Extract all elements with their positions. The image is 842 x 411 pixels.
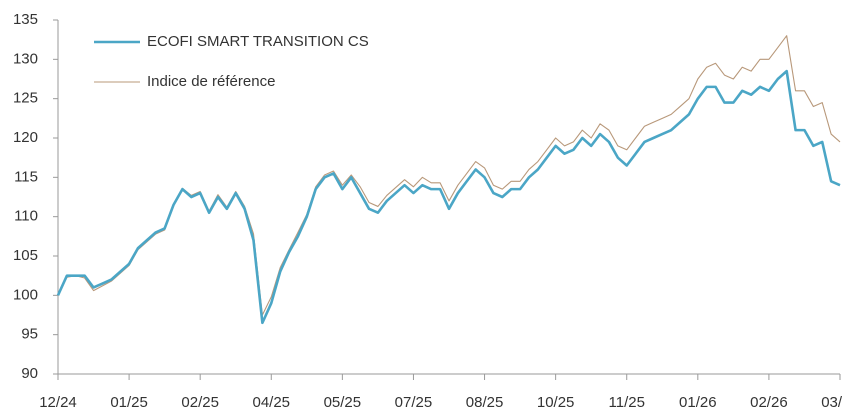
y-tick-label: 105 <box>13 247 38 264</box>
x-tick-label: 02/26 <box>750 394 788 411</box>
y-tick-label: 125 <box>13 90 38 107</box>
y-tick-label: 115 <box>14 168 38 185</box>
x-tick-label: 10/25 <box>537 394 575 411</box>
x-tick-label: 03/26 <box>821 394 842 411</box>
y-tick-label: 90 <box>21 365 38 382</box>
x-tick-label: 05/25 <box>324 394 362 411</box>
legend-label: Indice de référence <box>147 73 275 90</box>
y-tick-label: 120 <box>13 129 38 146</box>
legend-label: ECOFI SMART TRANSITION CS <box>147 33 369 50</box>
y-tick-label: 110 <box>14 208 38 225</box>
y-tick-label: 135 <box>13 11 38 28</box>
x-tick-label: 01/26 <box>679 394 717 411</box>
x-tick-label: 01/25 <box>110 394 148 411</box>
x-tick-label: 12/24 <box>39 394 77 411</box>
x-tick-label: 11/25 <box>609 394 645 411</box>
x-tick-label: 04/25 <box>252 394 290 411</box>
x-tick-label: 02/25 <box>181 394 219 411</box>
y-tick-label: 100 <box>13 286 38 303</box>
x-tick-label: 07/25 <box>395 394 433 411</box>
x-tick-label: 08/25 <box>466 394 504 411</box>
y-tick-label: 95 <box>21 326 38 343</box>
y-tick-label: 130 <box>13 50 38 67</box>
series-line <box>56 69 841 325</box>
